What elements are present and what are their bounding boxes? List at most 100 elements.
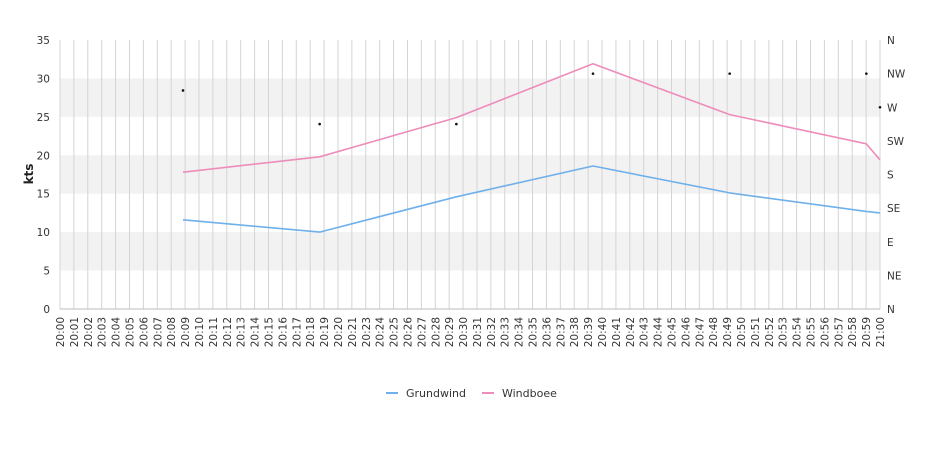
x-tick-label: 20:01 <box>69 317 81 347</box>
x-tick-label: 20:34 <box>514 317 526 348</box>
direction-marker <box>591 72 595 75</box>
direction-marker <box>455 122 458 126</box>
x-tick-label: 20:00 <box>55 317 67 347</box>
background-band <box>60 232 880 271</box>
direction-tick-label: SW <box>887 136 905 148</box>
x-tick-label: 20:40 <box>597 317 609 347</box>
x-tick-label: 20:29 <box>444 317 456 347</box>
grid-lines <box>59 40 881 310</box>
x-tick-label: 20:45 <box>667 317 679 347</box>
x-tick-label: 20:55 <box>806 317 818 347</box>
direction-markers <box>181 72 882 126</box>
x-tick-label: 20:36 <box>541 317 553 348</box>
background-band <box>60 155 880 194</box>
x-tick-label: 20:38 <box>569 317 581 347</box>
x-tick-label: 20:12 <box>222 317 234 347</box>
y-tick-label: 0 <box>43 304 50 316</box>
direction-marker <box>181 89 185 92</box>
series-line-windboee <box>182 62 881 173</box>
direction-tick-label: NW <box>887 69 906 81</box>
x-tick-label: 20:11 <box>208 317 220 347</box>
x-tick-label: 20:23 <box>361 317 373 347</box>
direction-marker <box>318 122 321 126</box>
x-tick-label: 20:35 <box>528 317 540 347</box>
direction-tick-label: S <box>887 170 894 182</box>
x-tick-label: 20:31 <box>472 317 484 347</box>
legend-label: Windboee <box>502 387 557 400</box>
x-tick-label: 20:15 <box>263 317 275 347</box>
x-axis: 20:00 20:01 20:02 20:03 20:04 20:05 20:06 20:07… <box>55 317 887 348</box>
x-tick-label: 20:04 <box>111 317 123 348</box>
x-tick-label: 20:58 <box>847 317 859 347</box>
x-tick-label: 20:13 <box>236 317 248 347</box>
x-tick-label: 20:37 <box>555 317 567 347</box>
y-tick-label: 10 <box>37 227 50 239</box>
direction-axis: N NE E SE S SW W NW N <box>887 35 906 316</box>
x-tick-label: 20:44 <box>653 317 665 348</box>
x-tick-label: 20:16 <box>277 317 289 348</box>
y-tick-label: 15 <box>37 189 50 201</box>
x-tick-label: 20:03 <box>97 317 109 347</box>
x-tick-label: 20:26 <box>402 317 414 348</box>
x-tick-label: 20:27 <box>416 317 428 347</box>
direction-tick-label: N <box>887 304 895 316</box>
y-axis-title: kts <box>22 164 36 185</box>
x-tick-label: 20:17 <box>291 317 303 347</box>
background-band <box>60 78 880 117</box>
x-tick-label: 20:06 <box>138 317 150 348</box>
x-tick-label: 20:19 <box>319 317 331 347</box>
direction-marker <box>728 72 731 75</box>
x-tick-label: 20:08 <box>166 317 178 347</box>
direction-tick-label: E <box>887 237 894 249</box>
y-tick-label: 35 <box>37 35 50 47</box>
direction-tick-label: SE <box>887 203 900 215</box>
x-tick-label: 20:49 <box>722 317 734 347</box>
y-tick-label: 20 <box>37 150 50 162</box>
x-tick-label: 20:33 <box>500 317 512 347</box>
x-tick-label: 20:48 <box>708 317 720 347</box>
x-tick-label: 20:05 <box>124 317 136 347</box>
direction-tick-label: N <box>887 35 895 47</box>
legend-label: Grundwind <box>406 387 466 400</box>
x-tick-label: 20:53 <box>778 317 790 347</box>
x-tick-label: 20:54 <box>792 317 804 348</box>
x-tick-label: 20:07 <box>152 317 164 347</box>
x-tick-label: 20:20 <box>333 317 345 347</box>
x-tick-label: 20:43 <box>639 317 651 347</box>
x-tick-label: 20:25 <box>389 317 401 347</box>
x-tick-label: 20:30 <box>458 317 470 347</box>
x-tick-label: 20:28 <box>430 317 442 347</box>
x-tick-label: 20:32 <box>486 317 498 347</box>
x-tick-label: 20:02 <box>83 317 95 347</box>
x-tick-label: 20:51 <box>750 317 762 347</box>
direction-marker <box>865 72 868 75</box>
y-tick-label: 30 <box>37 73 50 85</box>
x-tick-label: 20:52 <box>764 317 776 347</box>
series-line-grundwind <box>182 165 881 233</box>
x-tick-label: 20:39 <box>583 317 595 347</box>
legend: Grundwind Windboee <box>386 387 557 400</box>
x-tick-label: 20:10 <box>194 317 206 347</box>
y-tick-label: 5 <box>43 266 50 278</box>
x-tick-label: 20:57 <box>833 317 845 347</box>
x-tick-label: 20:46 <box>680 317 692 348</box>
direction-tick-label: NE <box>887 270 902 282</box>
x-tick-label: 20:21 <box>347 317 359 347</box>
y-tick-label: 25 <box>37 112 50 124</box>
x-tick-label: 20:14 <box>250 317 262 348</box>
x-tick-label: 21:00 <box>875 317 887 347</box>
x-tick-label: 20:18 <box>305 317 317 347</box>
x-tick-label: 20:09 <box>180 317 192 347</box>
x-tick-label: 20:24 <box>375 317 387 348</box>
direction-marker <box>878 105 882 109</box>
x-tick-label: 20:41 <box>611 317 623 347</box>
x-tick-label: 20:50 <box>736 317 748 347</box>
x-tick-label: 20:42 <box>625 317 637 347</box>
series-lines <box>182 62 881 233</box>
x-tick-label: 20:56 <box>819 317 831 348</box>
background-bands <box>60 78 880 271</box>
y-axis: 0 5 10 15 20 25 30 35 <box>37 35 50 316</box>
x-tick-label: 20:47 <box>694 317 706 347</box>
direction-tick-label: W <box>887 102 898 114</box>
